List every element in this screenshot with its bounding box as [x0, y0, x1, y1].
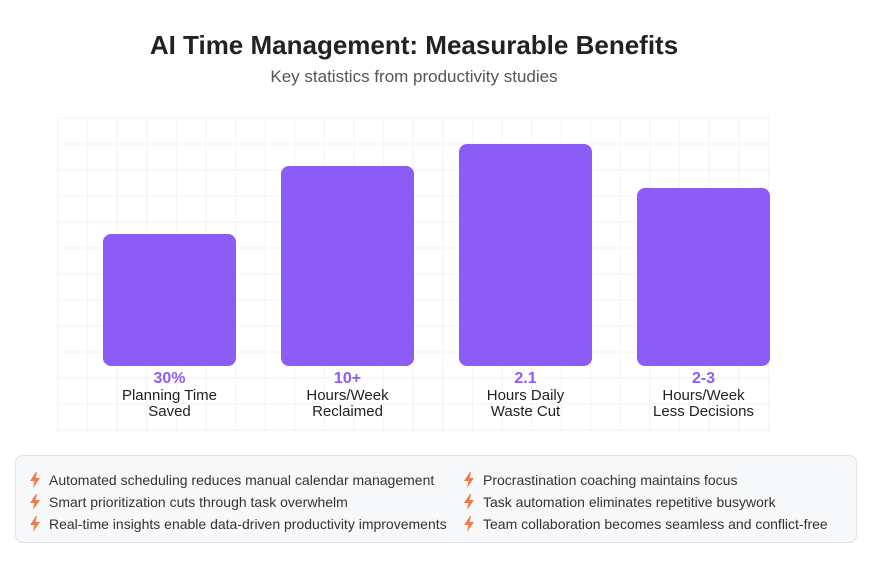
- data-label: 30%: [153, 370, 185, 387]
- data-label: 2.1: [514, 370, 536, 387]
- lightning-bolt-icon: [30, 472, 40, 488]
- benefit-text: Team collaboration becomes seamless and …: [483, 516, 828, 532]
- benefit-text: Task automation eliminates repetitive bu…: [483, 494, 776, 510]
- category-label: Reclaimed: [312, 403, 383, 420]
- bar-chart: 30%Planning TimeSaved10+Hours/WeekReclai…: [57, 117, 770, 432]
- lightning-bolt-icon: [464, 494, 474, 510]
- chart-subtitle: Key statistics from productivity studies: [270, 67, 558, 86]
- category-label: Hours Daily: [487, 387, 565, 404]
- data-label: 2-3: [692, 370, 715, 387]
- lightning-bolt-icon: [30, 516, 40, 532]
- lightning-bolt-icon: [30, 494, 40, 510]
- benefits-panel: Automated scheduling reduces manual cale…: [15, 455, 857, 543]
- category-label: Waste Cut: [491, 403, 561, 420]
- bar: [281, 166, 414, 366]
- chart-title: AI Time Management: Measurable Benefits: [149, 30, 679, 60]
- labels: 30%Planning TimeSaved10+Hours/WeekReclai…: [122, 370, 754, 420]
- data-label: 10+: [334, 370, 361, 387]
- bar: [637, 188, 770, 366]
- category-label: Saved: [148, 403, 191, 420]
- lightning-bolt-icon: [464, 472, 474, 488]
- category-label: Less Decisions: [653, 403, 754, 420]
- bar: [459, 144, 592, 366]
- bars: [103, 144, 770, 366]
- benefit-text: Real-time insights enable data-driven pr…: [49, 516, 447, 532]
- category-label: Hours/Week: [662, 387, 745, 404]
- benefit-text: Procrastination coaching maintains focus: [483, 472, 738, 488]
- lightning-bolt-icon: [464, 516, 474, 532]
- bar: [103, 234, 236, 366]
- benefit-text: Automated scheduling reduces manual cale…: [49, 472, 435, 488]
- category-label: Hours/Week: [306, 387, 389, 404]
- benefit-text: Smart prioritization cuts through task o…: [49, 494, 348, 510]
- category-label: Planning Time: [122, 387, 217, 404]
